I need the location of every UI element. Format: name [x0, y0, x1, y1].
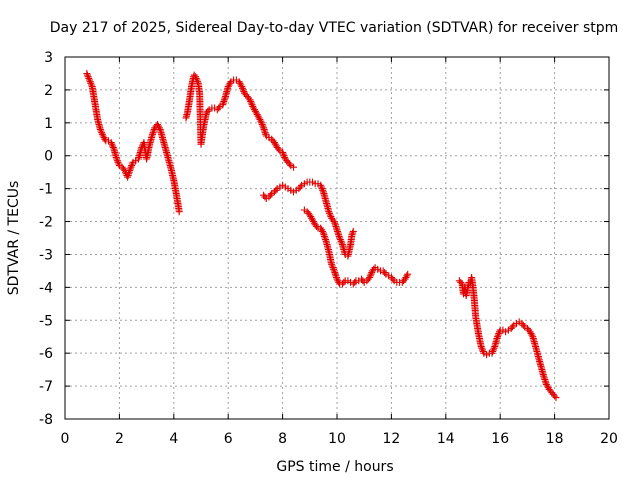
x-tick-label: 18 — [546, 431, 564, 447]
y-tick-labels: 3 2 1 0 -1 -2 -3 -4 -5 -6 -7 -8 — [39, 50, 53, 428]
y-tick-label: -3 — [39, 247, 53, 263]
x-tick-label: 16 — [491, 431, 509, 447]
series-seg2-points — [182, 71, 297, 171]
x-tick-label: 14 — [437, 431, 455, 447]
y-tick-label: -1 — [39, 182, 53, 198]
x-tick-label: 10 — [328, 431, 346, 447]
y-tick-label: -6 — [39, 346, 53, 362]
chart-title: Day 217 of 2025, Sidereal Day-to-day VTE… — [50, 20, 619, 36]
y-tick-label: 2 — [44, 83, 53, 99]
y-tick-label: -5 — [39, 313, 53, 329]
data-points — [83, 70, 560, 402]
y-tick-label: -2 — [39, 215, 53, 231]
x-tick-label: 20 — [600, 431, 618, 447]
x-tick-label: 2 — [115, 431, 124, 447]
y-tick-label: -7 — [39, 379, 53, 395]
x-tick-label: 12 — [382, 431, 400, 447]
y-tick-label: 1 — [44, 116, 53, 132]
series-seg3-points — [260, 178, 357, 260]
x-tick-label: 0 — [61, 431, 70, 447]
y-axis-label: SDTVAR / TECUs — [6, 181, 22, 296]
y-tick-label: 3 — [44, 50, 53, 66]
y-tick-label: -8 — [39, 412, 53, 428]
x-tick-label: 6 — [224, 431, 233, 447]
x-axis-label: GPS time / hours — [276, 459, 393, 475]
y-tick-label: -4 — [39, 280, 53, 296]
series-seg5-points — [455, 274, 560, 402]
series-seg4-points — [300, 206, 412, 288]
x-tick-label: 4 — [169, 431, 178, 447]
y-tick-label: 0 — [44, 149, 53, 165]
x-tick-label: 8 — [278, 431, 287, 447]
series-seg1-points — [83, 70, 183, 216]
plot-frame — [64, 56, 610, 420]
x-tick-labels: 0 2 4 6 8 10 12 14 16 18 20 — [61, 431, 618, 447]
